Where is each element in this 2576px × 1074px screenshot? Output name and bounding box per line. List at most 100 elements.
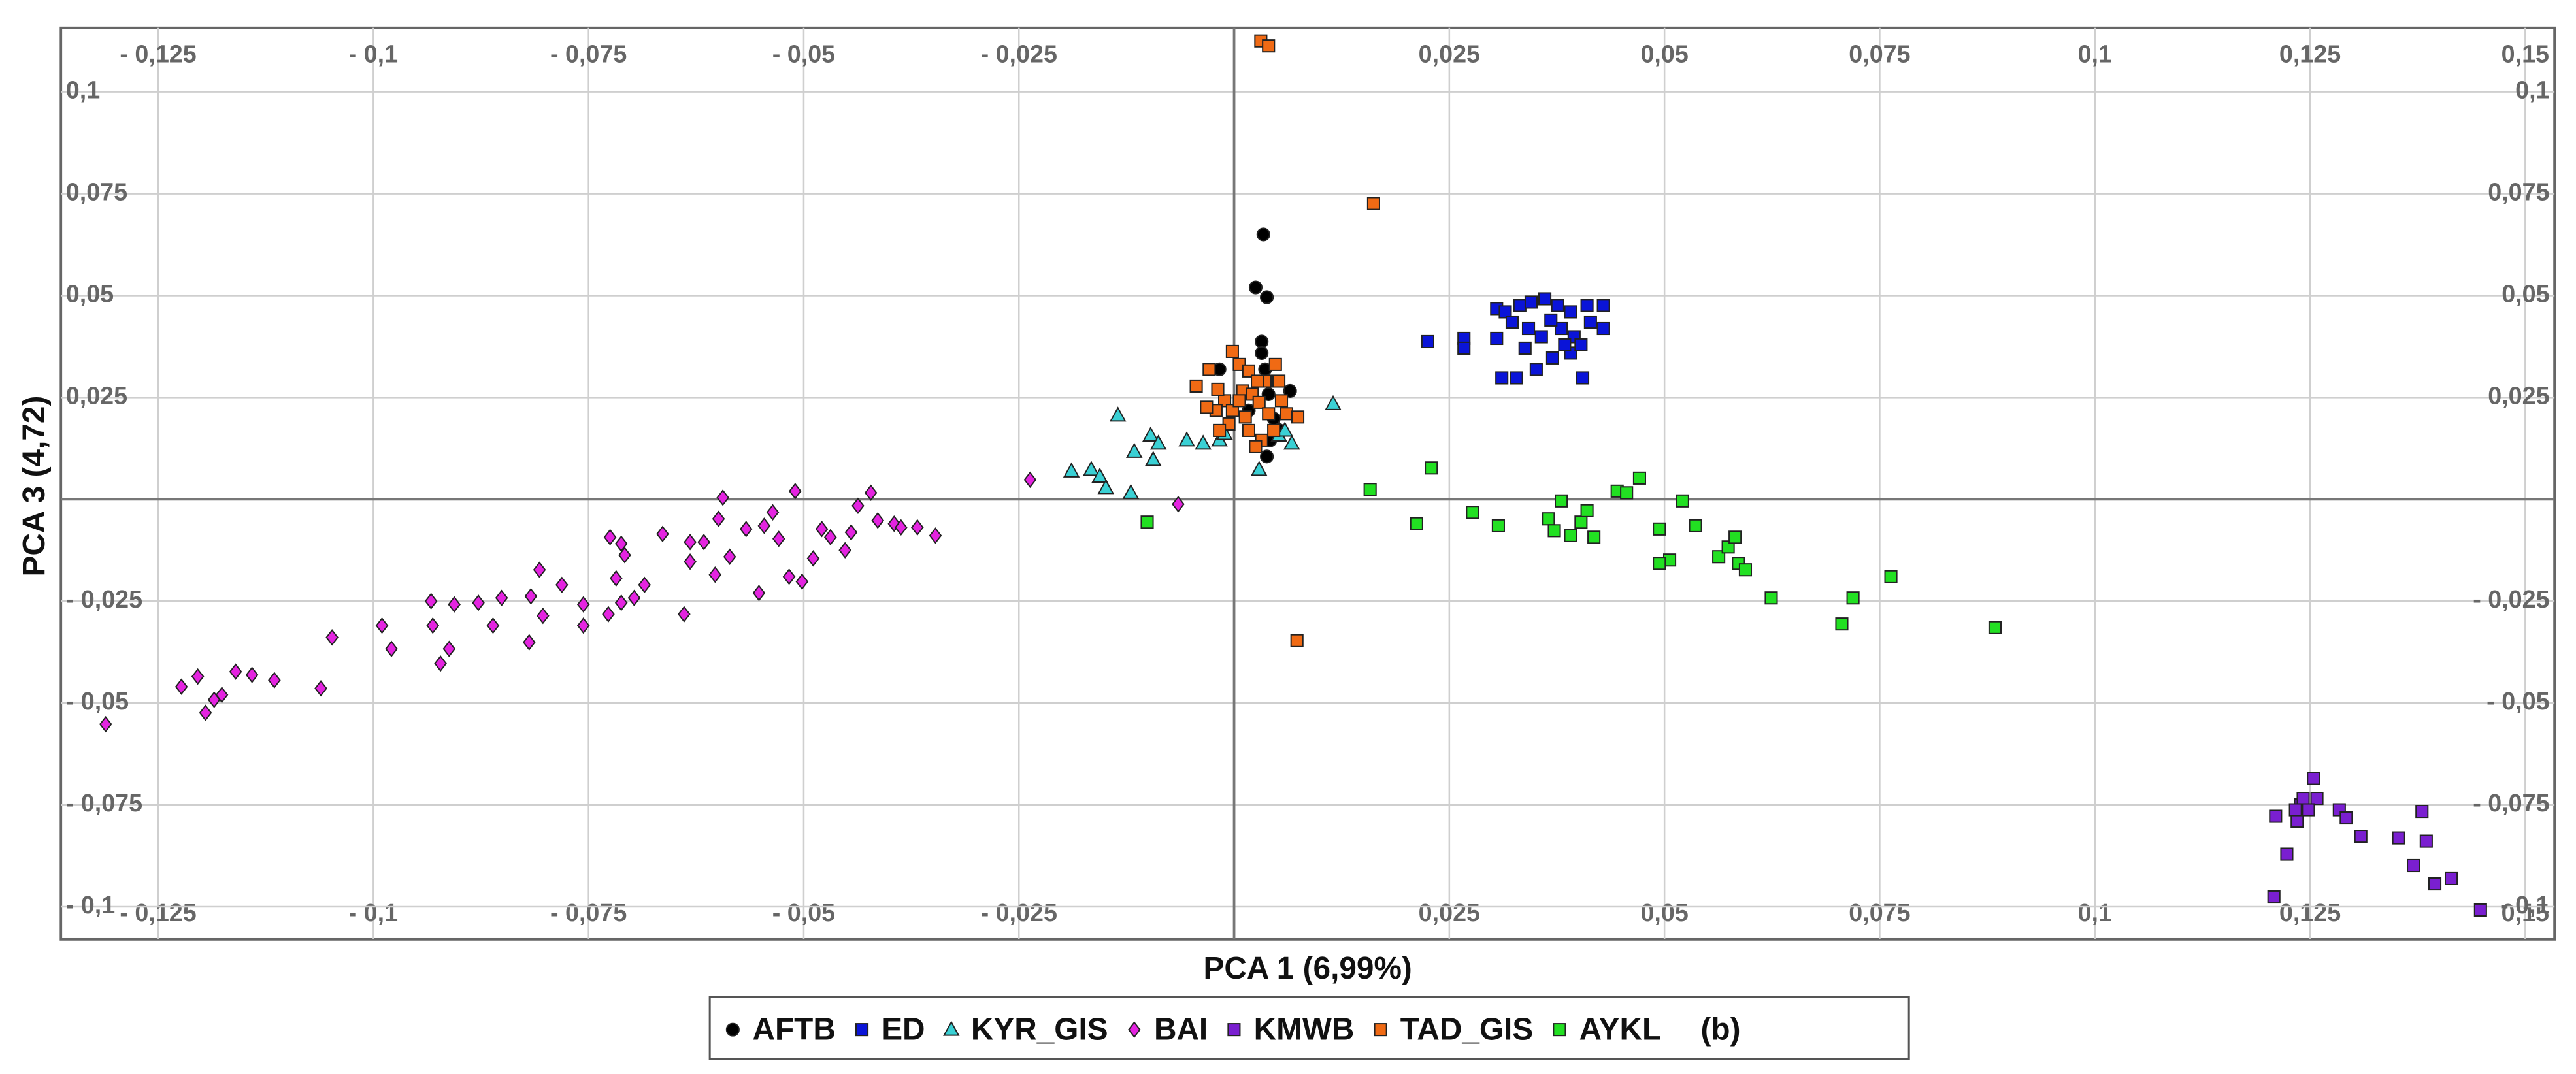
y-tick-label-right: - 0,075 [2473,789,2549,817]
point [174,678,188,695]
y-tick-label-left: 0,025 [66,382,127,409]
point [1421,334,1434,349]
point [716,489,729,506]
x-tick-label-top: 0,025 [1419,40,1480,67]
point [1283,383,1297,398]
legend-marker [943,1020,960,1036]
point [215,686,229,704]
point [1091,467,1108,483]
y-axis-label: PCA 3 (4,72) [17,396,52,577]
point [1574,338,1588,352]
point [1122,483,1140,499]
point [1063,462,1080,478]
point [1252,395,1266,409]
legend: AFTB ED KYR_GIS BAI KMWB TAD_GIS AYKL (b) [725,1012,1740,1047]
point [1653,557,1666,570]
point [2354,830,2368,843]
point [1242,364,1255,378]
point [1564,529,1577,542]
point [1363,483,1377,496]
point [555,576,569,593]
point [2339,811,2353,825]
point [522,634,536,651]
point [434,655,447,672]
point [844,524,858,541]
point [375,617,389,634]
point [1172,496,1185,513]
point [2302,803,2315,817]
point [1272,374,1286,388]
point [1580,299,1594,312]
y-tick-label-left: 0,075 [66,178,127,206]
legend-marker [1127,1021,1141,1038]
point [864,484,878,502]
point [871,512,885,529]
point [2290,814,2304,828]
point [1140,515,1154,529]
point [1260,449,1274,464]
y-tick-label-right: 0,075 [2488,178,2549,206]
x-tick-label-bottom: - 0,075 [550,899,627,926]
x-tick-label-top: - 0,1 [349,40,398,67]
point [576,617,590,634]
point [495,589,508,606]
x-tick-label-bottom: - 0,1 [349,899,398,926]
point [1574,515,1588,529]
point [782,568,796,585]
point [1544,313,1558,327]
point [533,561,546,578]
x-tick-label-top: 0,05 [1640,40,1688,67]
legend-label: BAI [1154,1012,1208,1047]
point [1547,524,1561,538]
point [1225,344,1239,358]
y-tick-label-right: 0,1 [2515,76,2549,104]
x-tick-label-bottom: 0,075 [1849,899,1910,926]
point [268,672,281,689]
point [1835,617,1849,631]
point [1195,434,1212,450]
point [788,483,802,500]
legend-marker [1227,1023,1241,1037]
grid: - 0,125- 0,125- 0,1- 0,1- 0,075- 0,075- … [61,27,2555,939]
x-tick-label-top: - 0,05 [772,40,835,67]
point [1142,426,1159,442]
point [1242,423,1255,437]
point [385,640,398,657]
point [1283,434,1300,450]
y-tick-label-right: - 0,025 [2473,585,2549,613]
y-tick-label-right: - 0,05 [2486,687,2549,715]
point [1534,330,1548,344]
y-tick-label-left: - 0,1 [66,891,115,919]
point [1542,512,1555,526]
point [245,666,259,683]
point [1555,494,1568,508]
point [1251,374,1264,388]
y-tick-label-right: - 0,1 [2500,891,2549,919]
x-axis-label: PCA 1 (6,99%) [1204,951,1412,986]
point [325,629,339,646]
x-tick-label-bottom: 0,05 [1640,899,1688,926]
point [2267,890,2281,904]
point [1178,431,1195,447]
point [1580,504,1594,517]
point [614,594,628,611]
point [851,497,865,514]
point [766,504,780,521]
point [757,517,771,534]
point [2280,847,2294,861]
point [1149,434,1167,450]
point [1425,461,1438,475]
point [424,593,438,610]
point [1564,305,1577,319]
x-tick-label-top: - 0,125 [120,40,196,67]
legend-marker [1553,1023,1566,1037]
point [1524,295,1538,309]
y-tick-label-left: - 0,025 [66,585,142,613]
point [1268,357,1282,371]
x-tick-label-bottom: - 0,05 [772,899,835,926]
point [1583,315,1597,329]
point [1248,280,1263,295]
point [795,573,809,590]
